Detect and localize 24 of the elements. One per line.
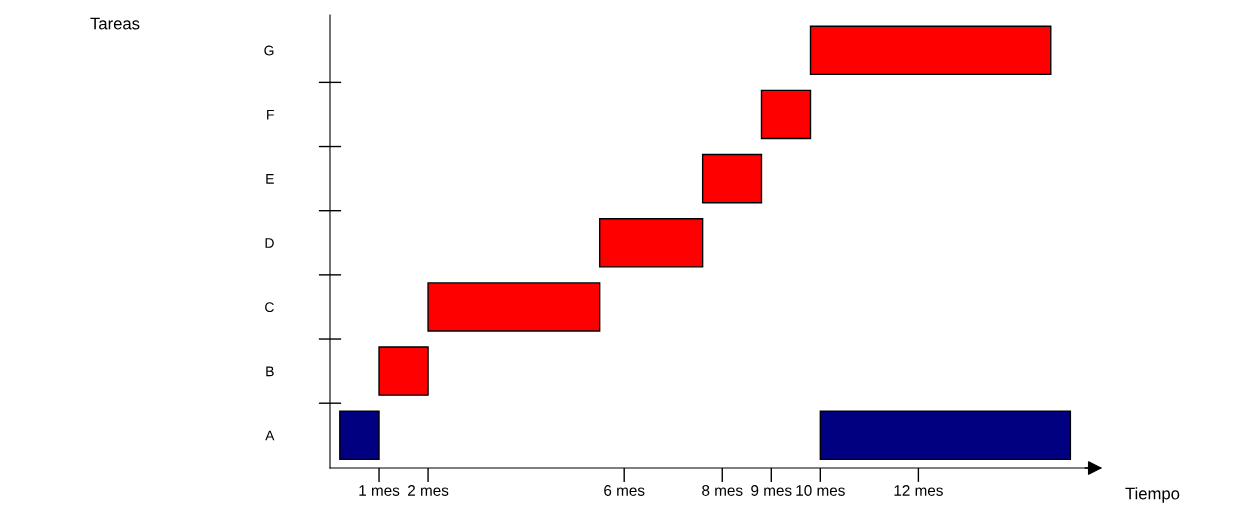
- x-tick-label: 1 mes: [359, 485, 400, 496]
- x-tick-label: 10 mes: [796, 485, 845, 496]
- y-tick-label: A: [265, 430, 275, 441]
- y-tick-label: D: [265, 238, 274, 248]
- y-tick-label: C: [265, 302, 274, 313]
- bar: [819, 410, 1072, 461]
- bar: [598, 218, 704, 268]
- y-tick-label: E: [266, 174, 274, 184]
- x-tick-label: 8 mes: [702, 485, 743, 496]
- x-tick-label: 12 mes: [894, 485, 943, 496]
- x-tick-label: 9 mes: [751, 485, 792, 496]
- x-axis-title: Tiempo: [1125, 487, 1180, 503]
- bar: [809, 25, 1052, 76]
- text: Tareas: [90, 17, 140, 30]
- bar: [701, 153, 763, 204]
- bar: [339, 410, 380, 461]
- x-tick-label: 6 mes: [604, 485, 645, 496]
- y-tick-label: F: [267, 109, 274, 120]
- bar: [427, 282, 601, 332]
- bar: [378, 346, 429, 396]
- y-tick-label: B: [266, 366, 274, 377]
- y-tick-label: G: [264, 45, 274, 56]
- bar: [760, 89, 812, 140]
- x-tick-label: 2 mes: [408, 485, 449, 496]
